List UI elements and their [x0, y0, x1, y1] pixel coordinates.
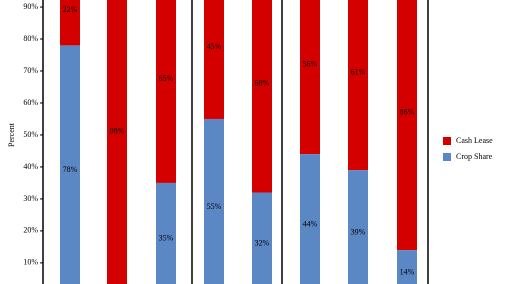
data-label: 68%: [255, 79, 270, 88]
legend-swatch: [443, 137, 451, 145]
data-label: 86%: [400, 107, 415, 116]
data-label: 55%: [207, 202, 222, 211]
data-label: 45%: [207, 42, 222, 51]
data-label: 44%: [303, 219, 318, 228]
y-tick-label: 20%: [23, 226, 38, 235]
data-label: 78%: [63, 165, 78, 174]
y-tick-label: 70%: [23, 66, 38, 75]
y-tick-label: 10%: [23, 258, 38, 267]
y-tick-label: 80%: [23, 34, 38, 43]
bar-segment: [204, 0, 224, 119]
data-label: 22%: [63, 5, 78, 14]
y-tick-label: 90%: [23, 2, 38, 11]
bar-segment: [252, 0, 272, 193]
data-label: 65%: [159, 74, 174, 83]
legend-label: Cash Lease: [456, 136, 493, 145]
data-label: 61%: [351, 67, 366, 76]
data-label: 14%: [400, 267, 415, 276]
bar-segment: [348, 0, 368, 171]
legend-label: Crop Share: [456, 152, 493, 161]
bar-segment: [397, 0, 417, 251]
data-label: 56%: [303, 59, 318, 68]
data-label: 32%: [255, 239, 270, 248]
bar-segment: [397, 250, 417, 284]
bar-segment: [252, 192, 272, 284]
y-tick-label: 60%: [23, 98, 38, 107]
data-label: 39%: [351, 227, 366, 236]
y-axis-label: Percent: [7, 122, 16, 147]
bar-segment: [204, 118, 224, 284]
bar-segment: [60, 0, 80, 46]
bar-segment: [156, 182, 176, 284]
bar-segment: [300, 0, 320, 155]
data-label: 35%: [159, 234, 174, 243]
data-label: 98%: [110, 127, 125, 136]
bar-segment: [300, 154, 320, 284]
bar-segment: [60, 45, 80, 284]
bar-segment: [156, 0, 176, 183]
y-tick-label: 30%: [23, 194, 38, 203]
legend-swatch: [443, 153, 451, 161]
bar-segment: [107, 0, 127, 284]
y-tick-label: 40%: [23, 162, 38, 171]
y-tick-label: 50%: [23, 130, 38, 139]
bar-segment: [348, 170, 368, 284]
